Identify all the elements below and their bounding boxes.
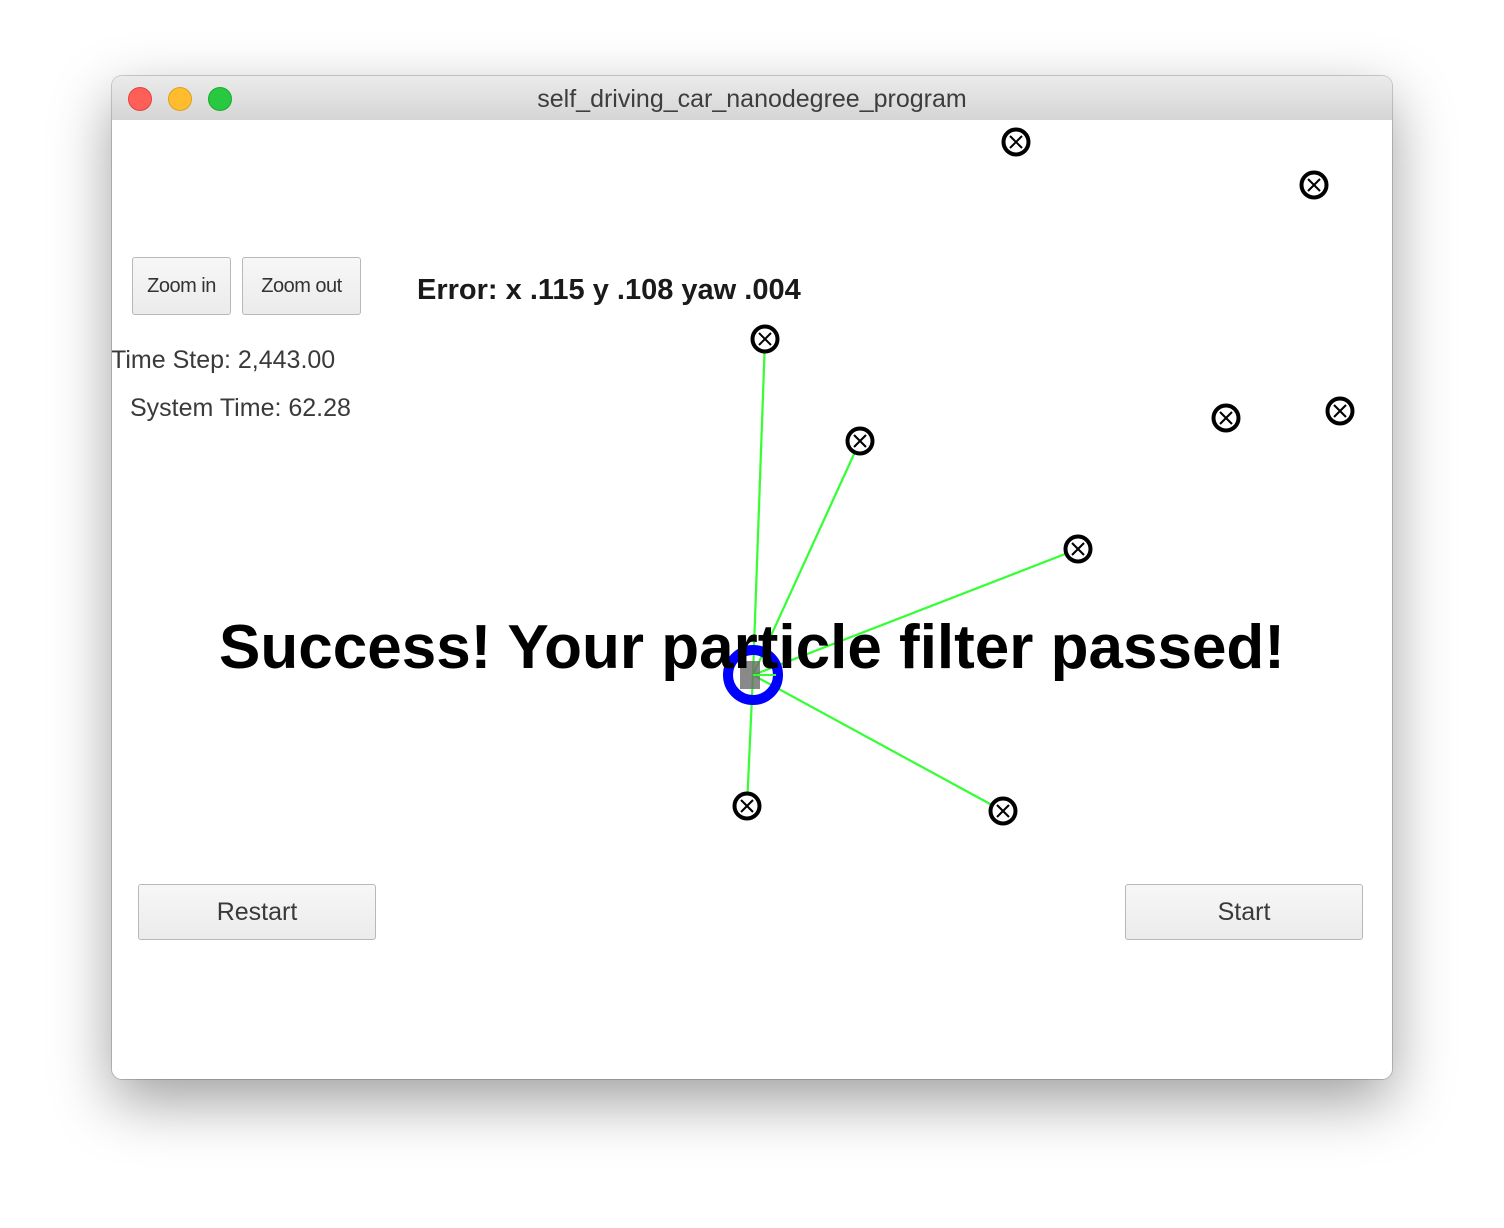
observation-lines — [745, 338, 1079, 812]
landmark-marker-icon — [1325, 396, 1355, 426]
observation-line — [752, 674, 1004, 812]
landmark-marker-icon — [1299, 170, 1329, 200]
landmarks — [732, 127, 1355, 931]
zoom-out-button[interactable]: Zoom out — [242, 257, 361, 315]
landmark-marker-icon — [845, 426, 875, 456]
minimize-window-button[interactable] — [168, 87, 192, 111]
landmark-marker-icon — [750, 324, 780, 354]
vehicle-icon — [723, 645, 783, 705]
title-bar[interactable]: self_driving_car_nanodegree_program — [112, 76, 1392, 121]
observation-line — [751, 338, 767, 676]
window-title: self_driving_car_nanodegree_program — [537, 85, 967, 113]
time-step-label: Time Step: 2,443.00 — [112, 346, 336, 374]
error-readout: Error: x .115 y .108 yaw .004 — [417, 274, 801, 306]
maximize-window-button[interactable] — [208, 87, 232, 111]
simulator-canvas: Zoom in Zoom out Time Step: 2,443.00 Sys… — [112, 120, 1392, 1079]
landmark-marker-icon — [988, 796, 1018, 826]
landmark-marker-icon — [1211, 403, 1241, 433]
landmark-marker-icon — [1063, 534, 1093, 564]
observation-line — [751, 440, 862, 676]
landmark-marker-icon — [1001, 127, 1031, 157]
start-button[interactable]: Start — [1125, 884, 1363, 940]
restart-button[interactable]: Restart — [138, 884, 376, 940]
landmark-marker-icon — [732, 791, 762, 821]
app-window: self_driving_car_nanodegree_program Zoom… — [112, 76, 1392, 1079]
zoom-in-button[interactable]: Zoom in — [132, 257, 231, 315]
close-window-button[interactable] — [128, 87, 152, 111]
observation-line — [752, 547, 1079, 677]
map-scene — [723, 127, 1355, 931]
system-time-label: System Time: 62.28 — [130, 394, 351, 422]
success-message: Success! Your particle filter passed! — [219, 613, 1285, 682]
